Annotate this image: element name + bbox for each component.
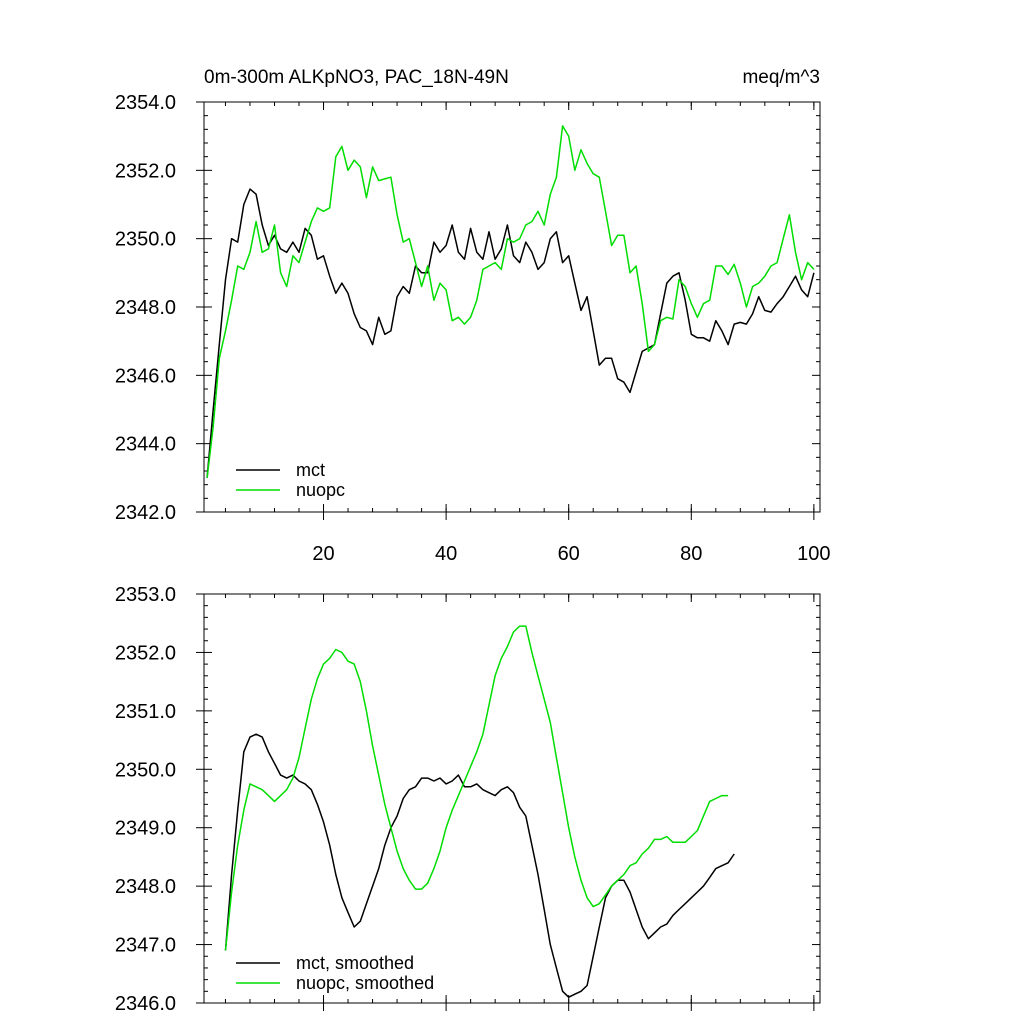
y-tick-label: 2350.0 — [115, 759, 176, 781]
units-label: meq/m^3 — [742, 67, 820, 88]
bottom-axis-ticks — [196, 593, 820, 1011]
y-tick-label: 2354.0 — [115, 92, 176, 114]
x-tick-label: 80 — [680, 543, 702, 565]
bottom-plot-lines — [224, 625, 735, 998]
legend-label: mct — [296, 460, 325, 480]
series-line-mct-smoothed — [224, 733, 735, 998]
y-tick-label: 2348.0 — [115, 297, 176, 319]
chart-title: 0m-300m ALKpNO3, PAC_18N-49N — [204, 67, 509, 88]
y-tick-label: 2352.0 — [115, 160, 176, 182]
x-tick-label: 40 — [435, 543, 457, 565]
series-line-nuopc — [206, 125, 815, 478]
top-panel: 0m-300m ALKpNO3, PAC_18N-49N meq/m^3 234… — [115, 67, 831, 565]
series-line-nuopc-smoothed — [224, 625, 729, 951]
legend-label: nuopc, smoothed — [296, 973, 434, 993]
y-tick-label: 2353.0 — [115, 584, 176, 606]
bottom-axis-tick-labels: 2346.0 2347.0 2348.0 2349.0 2350.0 2351.0 2352… — [115, 584, 176, 1015]
x-tick-label: 20 — [312, 543, 334, 565]
y-tick-label: 2351.0 — [115, 701, 176, 723]
y-tick-label: 2344.0 — [115, 434, 176, 456]
y-tick-label: 2348.0 — [115, 876, 176, 898]
top-plot-frame — [203, 101, 821, 513]
y-tick-label: 2342.0 — [115, 502, 176, 524]
bottom-panel: 2346.0 2347.0 2348.0 2349.0 2350.0 2351.0 2352… — [115, 584, 821, 1015]
top-axis-ticks — [196, 101, 820, 520]
top-plot-lines — [206, 125, 815, 478]
x-tick-label: 100 — [797, 543, 830, 565]
y-tick-label: 2346.0 — [115, 993, 176, 1015]
legend-label: mct, smoothed — [296, 953, 414, 973]
bottom-plot-frame — [203, 593, 821, 1004]
top-axis-tick-labels: 2342.0 2344.0 2346.0 2348.0 2350.0 2352.0 2354… — [115, 92, 831, 565]
y-tick-label: 2350.0 — [115, 229, 176, 251]
y-tick-label: 2349.0 — [115, 818, 176, 840]
y-tick-label: 2346.0 — [115, 365, 176, 387]
y-tick-label: 2347.0 — [115, 935, 176, 957]
y-tick-label: 2352.0 — [115, 642, 176, 664]
legend-label: nuopc — [296, 480, 345, 500]
x-tick-label: 60 — [558, 543, 580, 565]
